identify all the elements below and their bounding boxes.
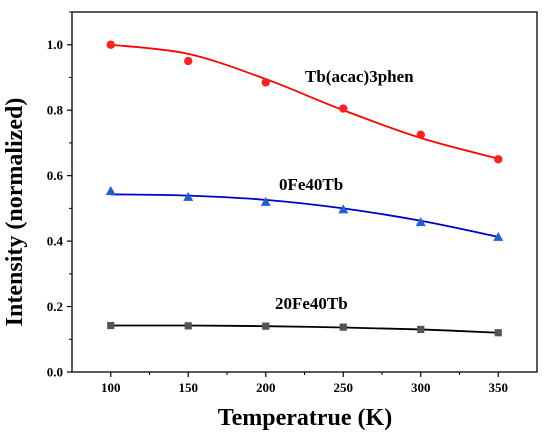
x-tick-label: 350 <box>489 380 509 395</box>
data-point-square <box>107 321 115 330</box>
fit-curve-0 <box>110 43 499 160</box>
data-point-circle <box>494 155 503 164</box>
y-tick-label: 0.4 <box>47 234 64 249</box>
fit-curves <box>110 43 499 334</box>
data-point-square <box>184 322 192 330</box>
data-point-circle <box>261 78 270 87</box>
x-tick-label: 100 <box>101 380 121 395</box>
data-point-square <box>262 322 270 330</box>
data-point-triangle <box>493 231 504 241</box>
data-point-square <box>339 323 347 331</box>
fit-curve-1 <box>110 193 499 238</box>
axes: 100 150 200 250 300 350 0.0 0.2 0.4 0.6 0.8 1.0 <box>47 11 538 395</box>
annotation-20fe40tb: 20Fe40Tb <box>275 294 348 313</box>
data-point-triangle <box>183 191 194 201</box>
y-tick-label: 0.8 <box>47 103 64 118</box>
data-point-triangle <box>338 204 349 214</box>
data-point-circle <box>416 130 425 139</box>
data-point-circle <box>106 40 115 49</box>
y-tick-label: 0.2 <box>47 299 63 314</box>
data-point-circle <box>184 56 193 66</box>
y-tick-label: 0.6 <box>47 168 64 183</box>
x-tick-label: 250 <box>334 380 354 395</box>
annotation-0fe40tb: 0Fe40Tb <box>279 175 343 194</box>
y-tick-label: 1.0 <box>47 37 63 52</box>
annotations: Tb(acac)3phen 0Fe40Tb 20Fe40Tb <box>275 67 414 313</box>
x-tick-label: 300 <box>411 380 431 395</box>
data-point-square <box>494 329 502 337</box>
annotation-tb-acac-phen: Tb(acac)3phen <box>305 67 414 86</box>
data-point-triangle <box>415 217 426 227</box>
markers <box>105 40 504 337</box>
x-tick-label: 150 <box>179 380 199 395</box>
fit-curve-2 <box>110 324 499 334</box>
x-tick-label: 200 <box>256 380 276 395</box>
data-point-circle <box>339 104 348 113</box>
data-point-square <box>417 325 425 334</box>
y-axis-title: Intensity (normalized) <box>2 98 28 327</box>
data-point-triangle <box>260 196 271 206</box>
data-point-triangle <box>105 186 116 196</box>
x-axis-title: Temperatrue (K) <box>218 405 392 431</box>
y-tick-label: 0.0 <box>47 365 63 380</box>
